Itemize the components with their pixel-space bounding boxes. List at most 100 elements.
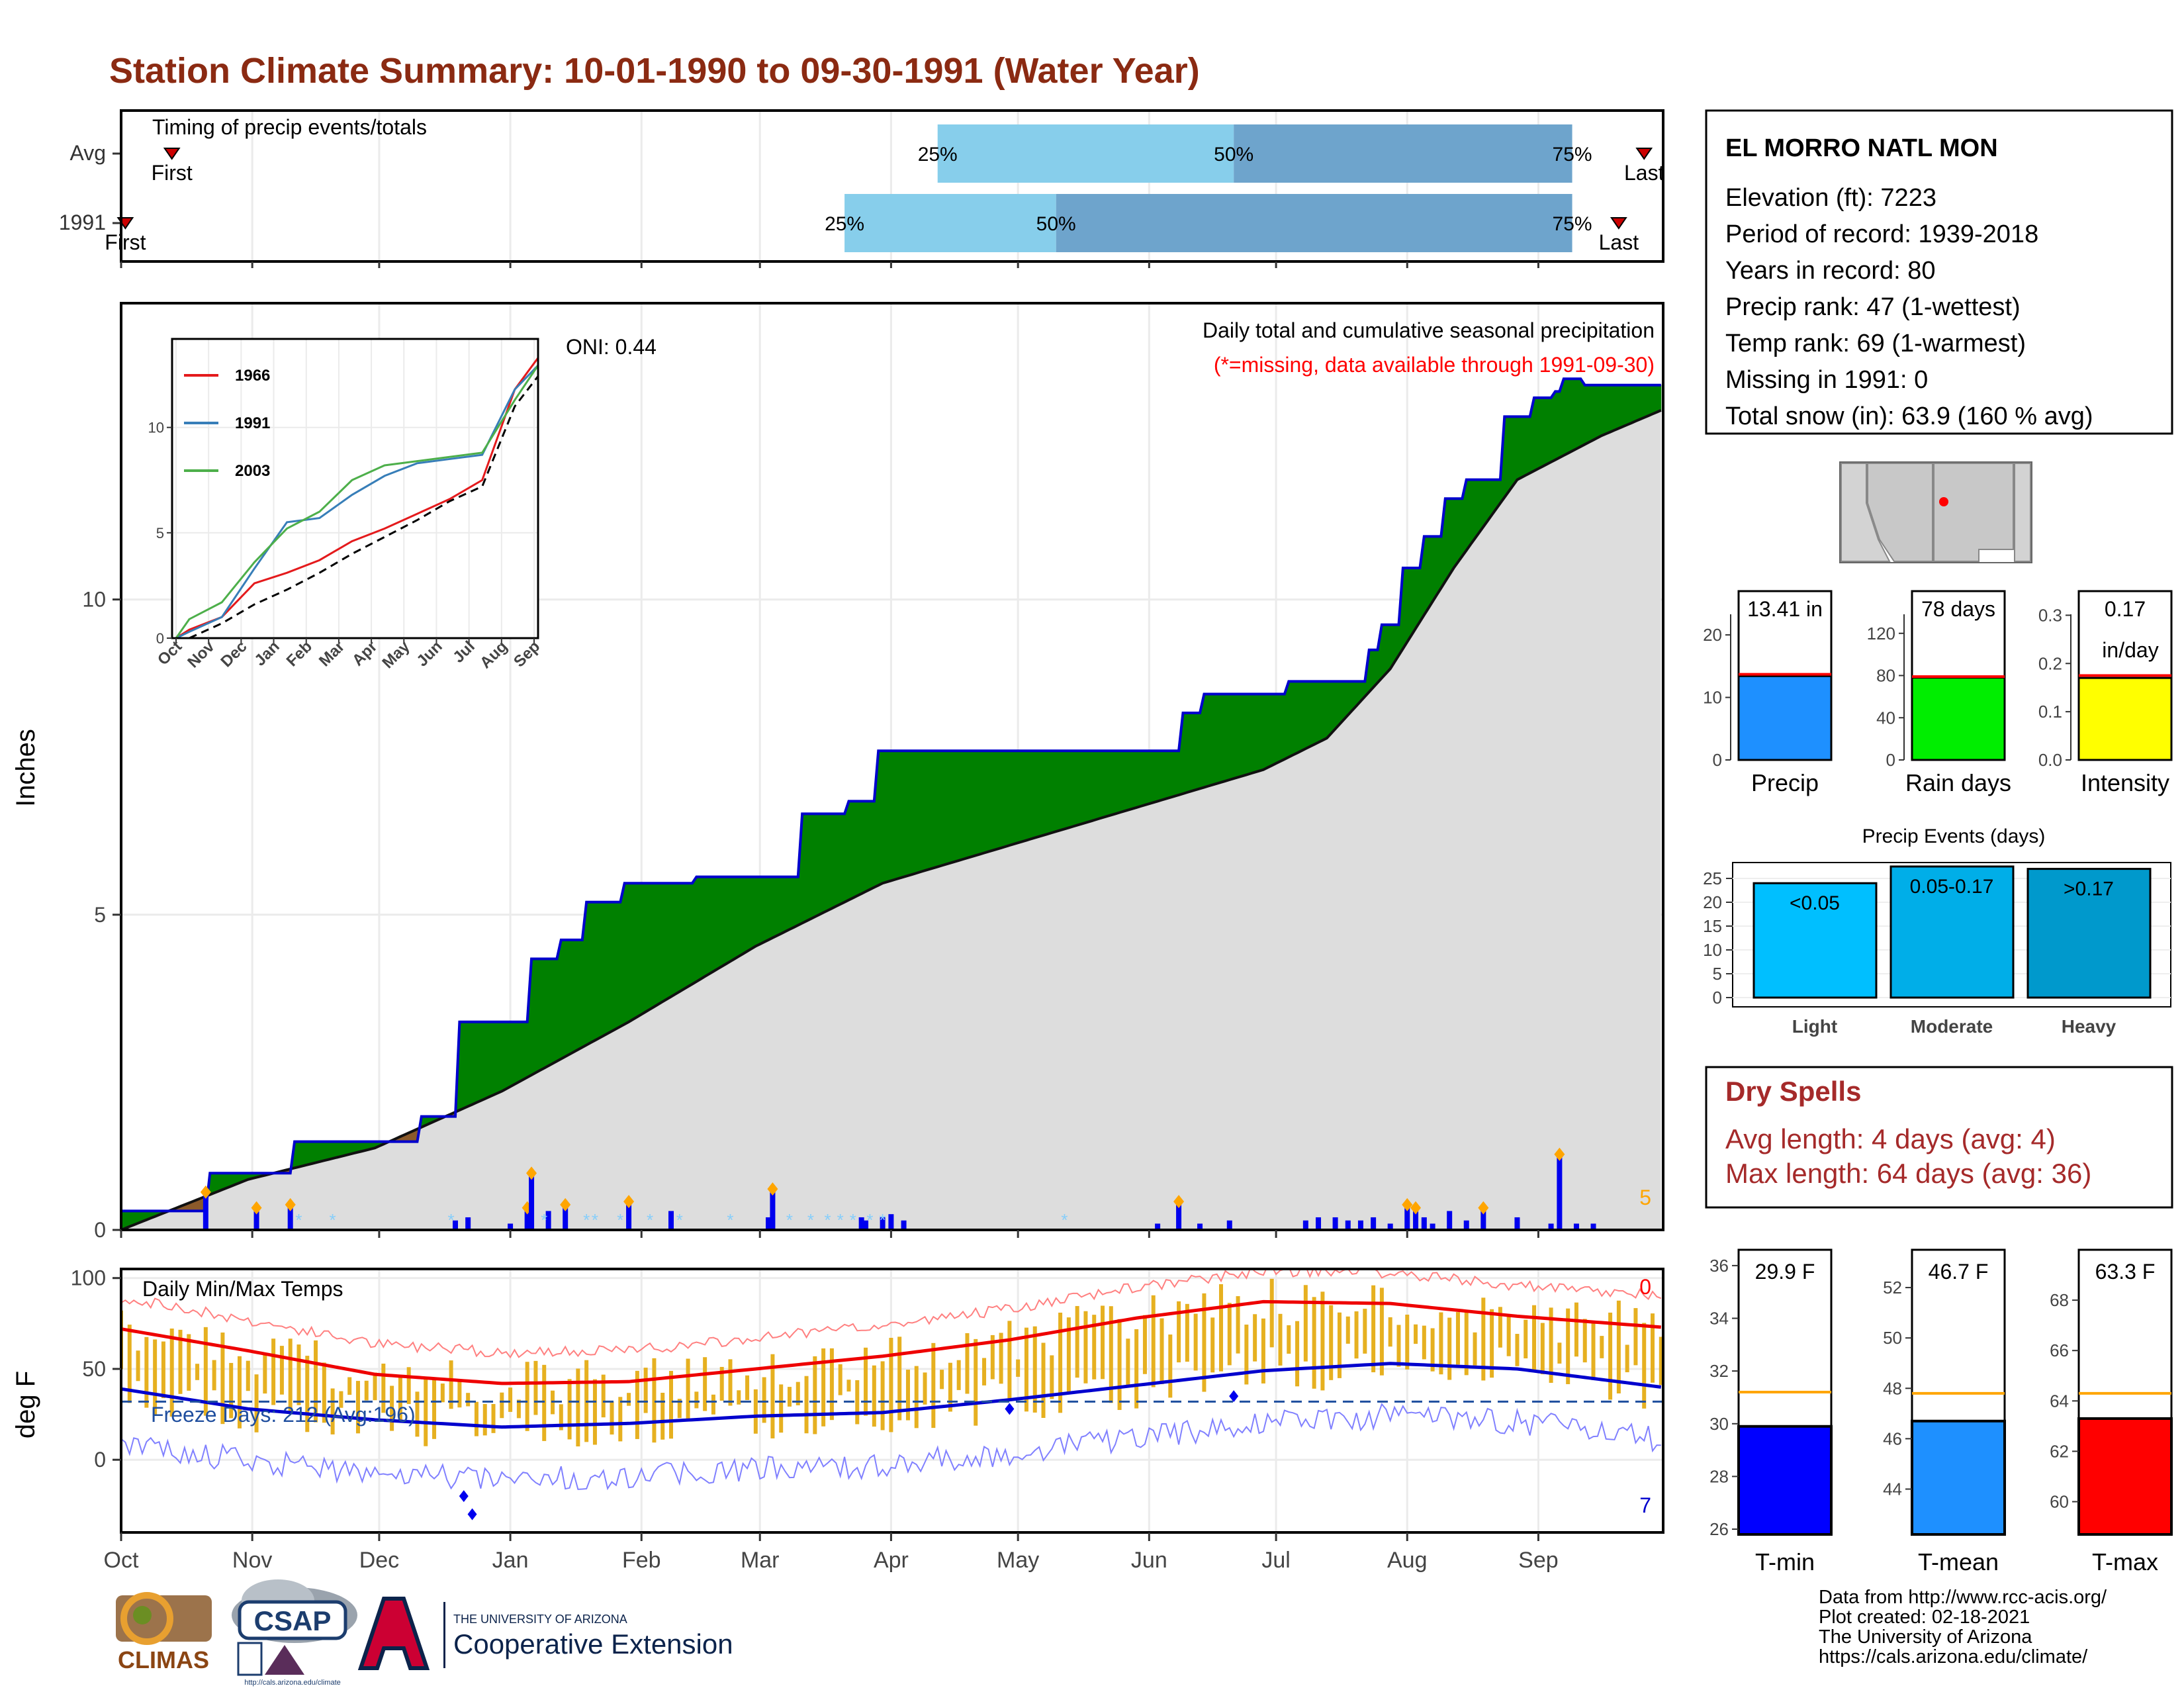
precip-y-tick-label: 0 <box>94 1218 106 1242</box>
departure-fill <box>1038 750 1044 837</box>
daily-temp-bar <box>482 1403 487 1436</box>
departure-fill <box>1208 693 1213 787</box>
departure-fill <box>1203 693 1209 788</box>
daily-temp-bar <box>1439 1312 1443 1375</box>
daily-precip-bar <box>1404 1204 1410 1230</box>
daily-temp-bar <box>974 1338 978 1426</box>
temp-y-tick-label: 100 <box>71 1266 106 1290</box>
departure-fill <box>1402 567 1408 650</box>
departure-fill <box>1123 750 1128 812</box>
departure-fill <box>1381 624 1387 679</box>
departure-fill <box>658 882 663 1005</box>
daily-temp-bar <box>381 1363 386 1413</box>
daily-temp-bar <box>745 1375 750 1400</box>
departure-fill <box>315 1141 320 1164</box>
departure-fill <box>666 882 672 1000</box>
daily-precip-bar <box>452 1220 458 1230</box>
daily-temp-bar <box>914 1366 919 1429</box>
daily-temp-bar <box>1422 1325 1426 1360</box>
departure-fill <box>476 1021 481 1103</box>
daily-temp-bar <box>1608 1312 1613 1400</box>
departure-fill <box>1127 750 1133 811</box>
temp-gauge-value-text: 46.7 F <box>1929 1260 1989 1284</box>
departure-fill <box>1140 750 1146 807</box>
temp-gauge-y-tick-label: 66 <box>2050 1340 2069 1360</box>
gauge-bar-Precip <box>1737 675 1833 761</box>
temp-gauge-y-tick-label: 62 <box>2050 1441 2069 1461</box>
departure-fill <box>1542 397 1547 467</box>
daily-temp-bar <box>279 1346 284 1395</box>
departure-fill <box>1635 385 1641 422</box>
departure-fill <box>962 750 968 860</box>
daily-precip-bar <box>668 1211 674 1230</box>
departure-fill <box>484 1021 490 1100</box>
departure-fill <box>1275 693 1281 765</box>
daily-temp-bar <box>1329 1305 1334 1380</box>
departure-fill <box>501 1021 507 1092</box>
departure-fill <box>1445 498 1450 583</box>
avg-cumulative-line <box>121 409 1662 1230</box>
daily-temp-bar <box>779 1384 784 1433</box>
gauge-value-text: 0.17 <box>2105 597 2146 621</box>
departure-fill <box>1563 378 1569 456</box>
departure-fill <box>759 876 765 945</box>
daily-temp-bar <box>330 1388 335 1434</box>
month-tick-label: Jan <box>492 1548 529 1573</box>
departure-fill <box>506 1021 511 1090</box>
daily-temp-bar <box>1312 1297 1316 1389</box>
departure-fill <box>713 876 718 972</box>
daily-precip-bar <box>770 1189 776 1230</box>
daily-temp-bar <box>1160 1318 1164 1385</box>
departure-fill <box>1618 385 1623 429</box>
departure-fill <box>539 958 545 1071</box>
daily-temp-bar <box>1481 1297 1486 1381</box>
departure-fill <box>565 939 570 1057</box>
departure-fill <box>649 882 655 1010</box>
daily-precip-bar <box>1371 1217 1377 1230</box>
departure-fill <box>1081 750 1086 825</box>
departure-fill <box>1614 385 1619 431</box>
departure-fill <box>637 882 642 1017</box>
month-tick-label: Jun <box>1131 1548 1167 1573</box>
daily-temp-bar <box>1506 1316 1511 1356</box>
departure-fill <box>510 1021 515 1088</box>
daily-temp-bar <box>618 1397 623 1442</box>
daily-temp-bar <box>1109 1306 1113 1403</box>
timing-p75-label: 75% <box>1553 144 1592 165</box>
departure-fill <box>1259 693 1264 772</box>
daily-temp-bar <box>127 1325 132 1403</box>
departure-fill <box>1043 750 1048 836</box>
departure-fill <box>856 800 862 897</box>
departure-fill <box>840 813 845 905</box>
temp-y-axis-label: deg F <box>11 1371 40 1438</box>
departure-fill <box>1220 693 1226 783</box>
daily-precip-bar <box>1302 1220 1308 1230</box>
departure-fill <box>1533 397 1539 472</box>
last-event-marker-icon <box>1635 148 1653 160</box>
station-info-line: Total snow (in): 63.9 (160 % avg) <box>1725 402 2093 430</box>
daily-temp-bar <box>1007 1321 1012 1399</box>
timing-p25-label: 25% <box>918 144 958 165</box>
daily-temp-bar <box>703 1357 707 1411</box>
departure-fill <box>1060 750 1065 831</box>
daily-temp-bar <box>1041 1342 1046 1418</box>
daily-temp-bar <box>1126 1338 1130 1388</box>
departure-fill <box>1224 693 1230 782</box>
departure-fill <box>814 813 820 917</box>
daily-precip-marker-icon <box>1173 1195 1185 1209</box>
freeze-days: Freeze Days: 212 (Avg:196) <box>151 1403 416 1427</box>
departure-fill <box>831 813 837 910</box>
departure-fill <box>1119 750 1124 814</box>
departure-fill <box>979 750 985 855</box>
departure-fill <box>497 1021 502 1094</box>
daily-precip-bar <box>1573 1223 1579 1230</box>
departure-fill <box>1330 680 1336 735</box>
daily-precip-marker-icon <box>251 1201 262 1215</box>
inset-y-tick-label: 5 <box>156 525 164 541</box>
departure-fill <box>1246 693 1251 776</box>
daily-temp-bar <box>153 1339 158 1417</box>
departure-fill <box>522 1021 528 1080</box>
departure-fill <box>518 1021 523 1083</box>
daily-temp-bar <box>144 1336 149 1408</box>
daily-temp-bar <box>999 1333 1003 1384</box>
